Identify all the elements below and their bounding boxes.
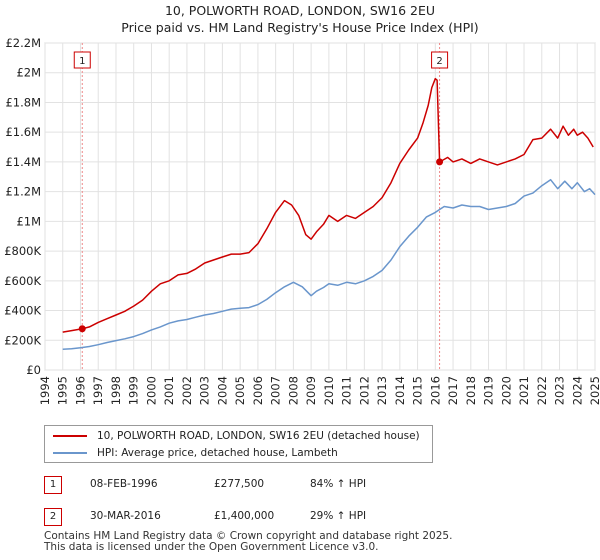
x-tick-label: 2010 — [322, 376, 336, 405]
x-tick-label: 2004 — [215, 376, 229, 405]
y-tick-label: £1.4M — [5, 155, 41, 169]
y-tick-label: £200K — [4, 333, 41, 347]
marker-label-box — [431, 51, 449, 69]
x-tick-label: 2008 — [286, 376, 300, 405]
x-tick-label: 1995 — [56, 376, 70, 405]
plot-area — [44, 42, 596, 371]
x-tick-label: 2019 — [482, 376, 496, 405]
transaction-badge: 2 — [44, 508, 62, 526]
price-chart: £0 £200K £400K £600K £800K £1M £1.2M £1.4M £1.6M… — [4, 36, 600, 405]
x-tick-label: 1996 — [73, 376, 87, 405]
transaction-date: 30-MAR-2016 — [90, 510, 161, 522]
x-tick-label: 2002 — [180, 376, 194, 405]
transaction-row: 2 30-MAR-2016 £1,400,000 29% ↑ HPI — [44, 508, 584, 526]
transaction-badge: 1 — [44, 476, 62, 494]
x-tick-label: 1994 — [38, 376, 52, 405]
footer: Contains HM Land Registry data © Crown c… — [44, 531, 452, 553]
y-tick-label: £0 — [26, 363, 41, 377]
transaction-price: £1,400,000 — [214, 510, 275, 522]
x-tick-label: 2022 — [535, 376, 549, 405]
marker-label-box — [73, 51, 91, 69]
x-tick-label: 2023 — [553, 376, 567, 405]
x-tick-label: 2007 — [269, 376, 283, 405]
x-tick-label: 2024 — [570, 376, 584, 405]
price-paid-line — [62, 77, 594, 333]
x-tick-label: 2001 — [162, 376, 176, 405]
marker-label: 2 — [436, 56, 442, 67]
footer-copyright: Contains HM Land Registry data © Crown c… — [44, 530, 453, 542]
marker-label: 1 — [79, 56, 85, 67]
x-tick-label: 2015 — [411, 376, 425, 405]
y-tick-label: £2M — [16, 66, 41, 80]
legend-swatch-hpi — [53, 452, 87, 454]
y-tick-label: £400K — [4, 304, 41, 318]
legend: 10, POLWORTH ROAD, LONDON, SW16 2EU (det… — [44, 425, 433, 463]
x-tick-label: 1998 — [109, 376, 123, 405]
hpi-line — [62, 178, 596, 350]
y-tick-label: £800K — [4, 244, 41, 258]
x-tick-label: 2020 — [499, 376, 513, 405]
x-tick-label: 2005 — [233, 376, 247, 405]
x-tick-label: 2025 — [588, 376, 600, 405]
x-tick-label: 1999 — [127, 376, 141, 405]
sale-point — [436, 158, 444, 166]
legend-label-hpi: HPI: Average price, detached house, Lamb… — [97, 447, 338, 459]
x-tick-label: 2012 — [357, 376, 371, 405]
chart-subtitle: Price paid vs. HM Land Registry's House … — [121, 20, 479, 35]
transaction-hpi: 29% ↑ HPI — [310, 510, 367, 522]
x-tick-label: 2018 — [464, 376, 478, 405]
transaction-date: 08-FEB-1996 — [90, 478, 158, 490]
x-tick-label: 2003 — [198, 376, 212, 405]
y-tick-label: £1.2M — [5, 185, 41, 199]
x-tick-label: 2011 — [340, 376, 354, 405]
legend-item-property: 10, POLWORTH ROAD, LONDON, SW16 2EU (det… — [53, 428, 420, 444]
legend-swatch-property — [53, 435, 87, 437]
transaction-price: £277,500 — [214, 478, 265, 490]
legend-label-property: 10, POLWORTH ROAD, LONDON, SW16 2EU (det… — [97, 430, 420, 442]
x-tick-label: 2017 — [446, 376, 460, 405]
transaction-hpi: 84% ↑ HPI — [310, 478, 367, 490]
x-tick-label: 1997 — [91, 376, 105, 405]
y-tick-label: £1.8M — [5, 95, 41, 109]
x-tick-label: 2021 — [517, 376, 531, 405]
x-tick-label: 2000 — [144, 376, 158, 405]
chart-title: 10, POLWORTH ROAD, LONDON, SW16 2EU — [164, 3, 436, 18]
x-tick-label: 2006 — [251, 376, 265, 405]
y-tick-label: £1M — [16, 214, 41, 228]
x-tick-label: 2009 — [304, 376, 318, 405]
legend-item-hpi: HPI: Average price, detached house, Lamb… — [53, 445, 338, 461]
x-tick-label: 2013 — [375, 376, 389, 405]
y-tick-label: £2.2M — [5, 36, 41, 50]
sale-point — [78, 325, 86, 333]
x-tick-label: 2014 — [393, 376, 407, 405]
y-tick-label: £1.6M — [5, 125, 41, 139]
transaction-row: 1 08-FEB-1996 £277,500 84% ↑ HPI — [44, 476, 584, 494]
y-tick-label: £600K — [4, 274, 41, 288]
footer-license: This data is licensed under the Open Gov… — [44, 541, 379, 553]
x-tick-label: 2016 — [428, 376, 442, 405]
